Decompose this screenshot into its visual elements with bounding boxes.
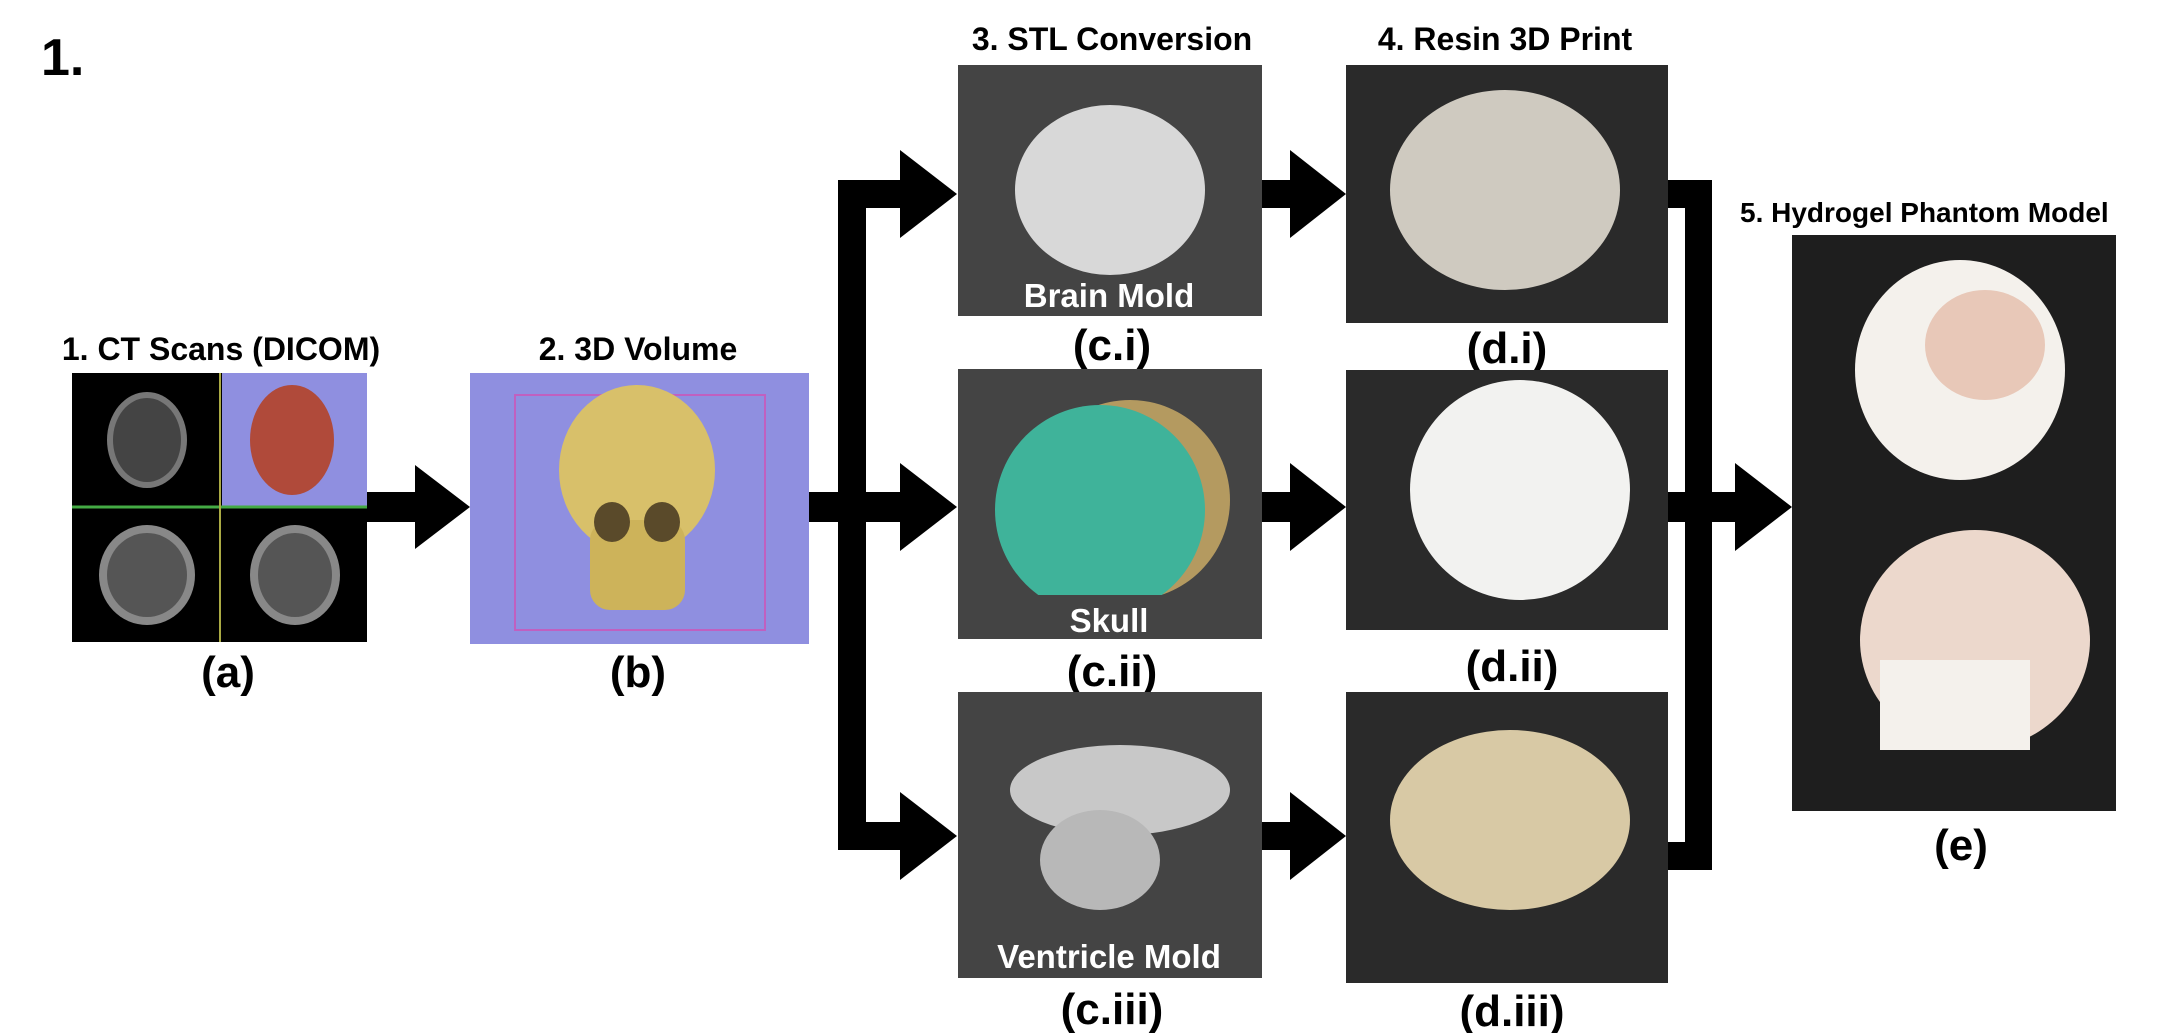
arrow: [1262, 150, 1346, 880]
ct-image: [72, 373, 367, 642]
stl-panel: [958, 369, 1262, 639]
phantom-photo: [1792, 235, 2116, 811]
arrow: [367, 465, 470, 549]
panel-label: (e): [1934, 821, 1988, 870]
print-photo: [1346, 65, 1668, 323]
volume-image: [470, 373, 809, 644]
stl-panel: [958, 692, 1262, 978]
panel-caption: Skull: [1070, 602, 1149, 639]
step-title: 2. 3D Volume: [539, 331, 738, 367]
panel-caption: Ventricle Mold: [997, 938, 1221, 975]
figure-number: 1.: [41, 29, 84, 87]
step-title: 3. STL Conversion: [972, 21, 1252, 57]
step-title: 4. Resin 3D Print: [1378, 21, 1633, 57]
panel-label: (d.i): [1467, 324, 1548, 373]
print-photo: [1346, 692, 1668, 983]
panel-label: (d.iii): [1459, 987, 1564, 1033]
merge-connector: [1668, 180, 1792, 870]
panel-label: (b): [610, 648, 666, 697]
step-title: 1. CT Scans (DICOM): [62, 331, 380, 367]
panel-caption: Brain Mold: [1024, 277, 1195, 314]
panel-label: (c.ii): [1067, 647, 1157, 696]
panel-label: (c.iii): [1061, 985, 1164, 1033]
branch-connector: [809, 150, 957, 880]
step-title: 5. Hydrogel Phantom Model: [1740, 197, 2109, 228]
panel-label: (a): [201, 648, 255, 697]
panel-label: (c.i): [1073, 321, 1151, 370]
panel-label: (d.ii): [1466, 642, 1559, 691]
print-photo: [1346, 370, 1668, 630]
stl-panel: [958, 65, 1262, 316]
